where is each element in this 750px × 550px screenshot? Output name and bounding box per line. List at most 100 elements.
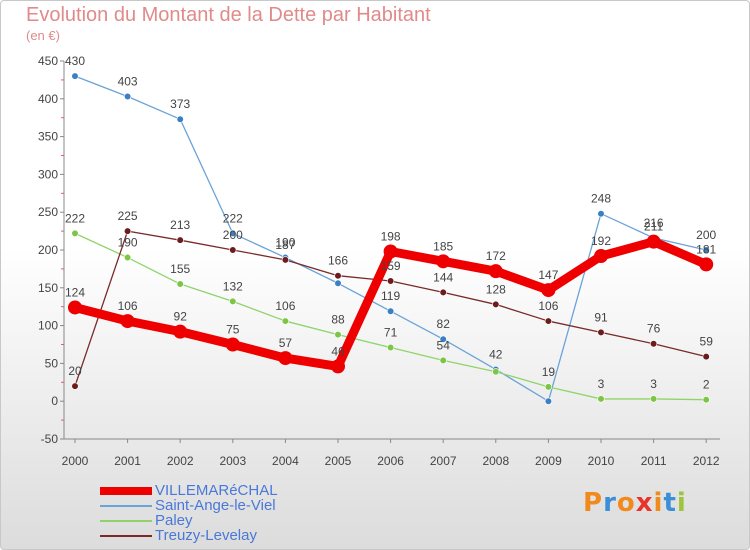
data-point xyxy=(597,328,605,337)
legend-label: Saint-Ange-le-Viel xyxy=(155,497,276,514)
logo-letter: o xyxy=(616,488,636,518)
data-label: 76 xyxy=(647,322,661,336)
data-label: 88 xyxy=(331,313,345,327)
data-point xyxy=(176,115,184,123)
data-point xyxy=(229,246,237,254)
data-label: 2 xyxy=(703,378,710,392)
y-tick-label: 350 xyxy=(38,130,58,144)
data-label: 211 xyxy=(644,220,663,234)
chart-title: Evolution du Montant de la Dette par Hab… xyxy=(26,4,431,26)
data-point xyxy=(649,395,658,403)
legend-swatch xyxy=(100,487,152,495)
y-tick-label: 400 xyxy=(38,92,58,106)
data-label: 54 xyxy=(437,338,451,352)
y-tick-label: -50 xyxy=(41,432,59,446)
x-tick-label: 2010 xyxy=(588,454,615,468)
data-label: 222 xyxy=(65,211,85,225)
data-point xyxy=(594,249,608,264)
data-point xyxy=(387,277,395,285)
data-label: 181 xyxy=(696,242,716,256)
data-point xyxy=(334,279,342,287)
logo-letter: i xyxy=(653,488,664,518)
data-label: 373 xyxy=(170,97,190,111)
data-label: 225 xyxy=(118,209,138,223)
data-label: 147 xyxy=(538,268,558,282)
data-label: 403 xyxy=(118,75,138,89)
data-label: 213 xyxy=(170,218,190,232)
data-point xyxy=(281,317,290,325)
x-tick-label: 2008 xyxy=(482,454,509,468)
y-tick-label: 200 xyxy=(38,243,58,257)
data-label: 187 xyxy=(275,238,295,252)
legend-swatch xyxy=(100,535,152,537)
data-point xyxy=(439,335,447,343)
data-label: 3 xyxy=(650,377,657,391)
data-point xyxy=(229,297,237,306)
x-tick-label: 2007 xyxy=(430,454,457,468)
data-point xyxy=(71,382,79,390)
data-label: 42 xyxy=(489,347,503,361)
y-tick-label: 0 xyxy=(51,394,58,408)
data-point xyxy=(176,280,184,288)
x-tick-label: 2009 xyxy=(535,454,562,468)
data-label: 92 xyxy=(174,310,188,324)
data-label: 59 xyxy=(700,335,714,349)
data-label: 185 xyxy=(433,239,453,253)
data-label: 57 xyxy=(279,336,293,350)
data-point xyxy=(439,288,447,296)
proxiti-logo: Proxiti xyxy=(583,488,687,518)
data-point xyxy=(597,210,605,218)
data-label: 132 xyxy=(223,279,243,293)
data-label: 172 xyxy=(486,249,506,263)
data-point xyxy=(699,257,714,272)
data-point xyxy=(120,314,135,329)
data-label: 119 xyxy=(381,289,400,303)
data-label: 71 xyxy=(384,326,398,340)
data-point xyxy=(492,368,500,376)
data-point xyxy=(229,229,237,237)
data-point xyxy=(68,300,82,315)
data-point xyxy=(387,307,395,315)
data-point xyxy=(123,92,132,101)
y-tick-label: 450 xyxy=(38,54,58,68)
legend-swatch xyxy=(100,505,152,507)
data-point xyxy=(281,256,290,264)
legend-label: Treuzy-Levelay xyxy=(155,527,257,544)
data-point xyxy=(544,317,553,325)
x-tick-label: 2004 xyxy=(272,454,299,468)
data-label: 222 xyxy=(223,211,243,225)
chart-subtitle: (en €) xyxy=(26,28,60,43)
data-label: 128 xyxy=(486,282,506,296)
data-point xyxy=(331,359,345,374)
data-point xyxy=(278,351,293,366)
x-tick-label: 2003 xyxy=(219,454,246,468)
data-point xyxy=(383,244,398,259)
data-point xyxy=(439,356,447,364)
data-point xyxy=(646,234,661,249)
data-point xyxy=(176,236,184,244)
data-label: 200 xyxy=(696,228,716,242)
data-label: 124 xyxy=(65,285,85,299)
data-label: 198 xyxy=(381,230,401,244)
logo-letter: t xyxy=(663,488,677,518)
logo-letter: i xyxy=(676,488,687,518)
y-tick-label: 150 xyxy=(38,281,58,295)
logo-letter: x xyxy=(635,488,654,518)
legend-label: VILLEMARéCHAL xyxy=(155,482,278,499)
data-label: 75 xyxy=(226,323,240,337)
data-label: 159 xyxy=(381,259,401,273)
data-label: 3 xyxy=(598,377,605,391)
data-label: 144 xyxy=(433,270,453,284)
data-label: 248 xyxy=(591,192,611,206)
data-point xyxy=(71,229,79,237)
data-label: 106 xyxy=(118,299,138,313)
data-point xyxy=(492,300,500,309)
data-label: 216 xyxy=(644,216,664,230)
x-tick-label: 2012 xyxy=(693,454,720,468)
data-point xyxy=(334,331,342,339)
data-label: 190 xyxy=(275,236,295,250)
data-point xyxy=(541,283,556,298)
y-tick-label: 100 xyxy=(38,319,58,333)
data-label: 82 xyxy=(437,317,451,331)
logo-letter: P xyxy=(583,488,604,518)
